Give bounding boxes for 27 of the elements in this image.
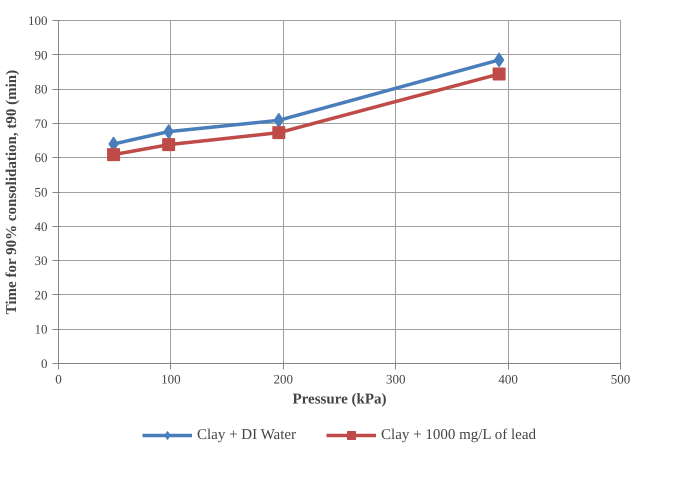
legend-label: Clay + DI Water [197,426,296,444]
point [272,126,286,140]
point [107,148,120,162]
y-tick-label: 80 [34,82,48,97]
point [163,124,174,140]
y-tick-label: 70 [34,116,48,131]
x-axis-title: Pressure (kPa) [292,392,387,408]
y-tick-label: 40 [34,218,48,234]
x-tick-label: 0 [55,372,62,386]
x-tick-label: 100 [161,372,181,386]
legend-label: Clay + 1000 mg/L of lead [381,426,536,444]
x-tick-label: 200 [274,372,294,386]
y-tick-label: 100 [28,13,48,28]
point [494,52,504,68]
y-axis-title: Time for 90% consolidation, t90 (min) [4,70,20,314]
y-tick-label: 90 [34,47,48,62]
y-tick-label: 60 [34,150,48,166]
point [162,138,176,152]
point [492,68,506,81]
x-tick-label: 300 [386,372,406,386]
y-tick-label: 20 [34,287,48,302]
y-tick-label: 10 [34,322,48,337]
y-tick-label: 30 [34,253,48,268]
x-tick-label: 500 [610,372,630,386]
y-tick-label: 50 [34,184,48,200]
y-tick-label: 0 [41,356,48,371]
x-tick-label: 400 [498,372,518,386]
